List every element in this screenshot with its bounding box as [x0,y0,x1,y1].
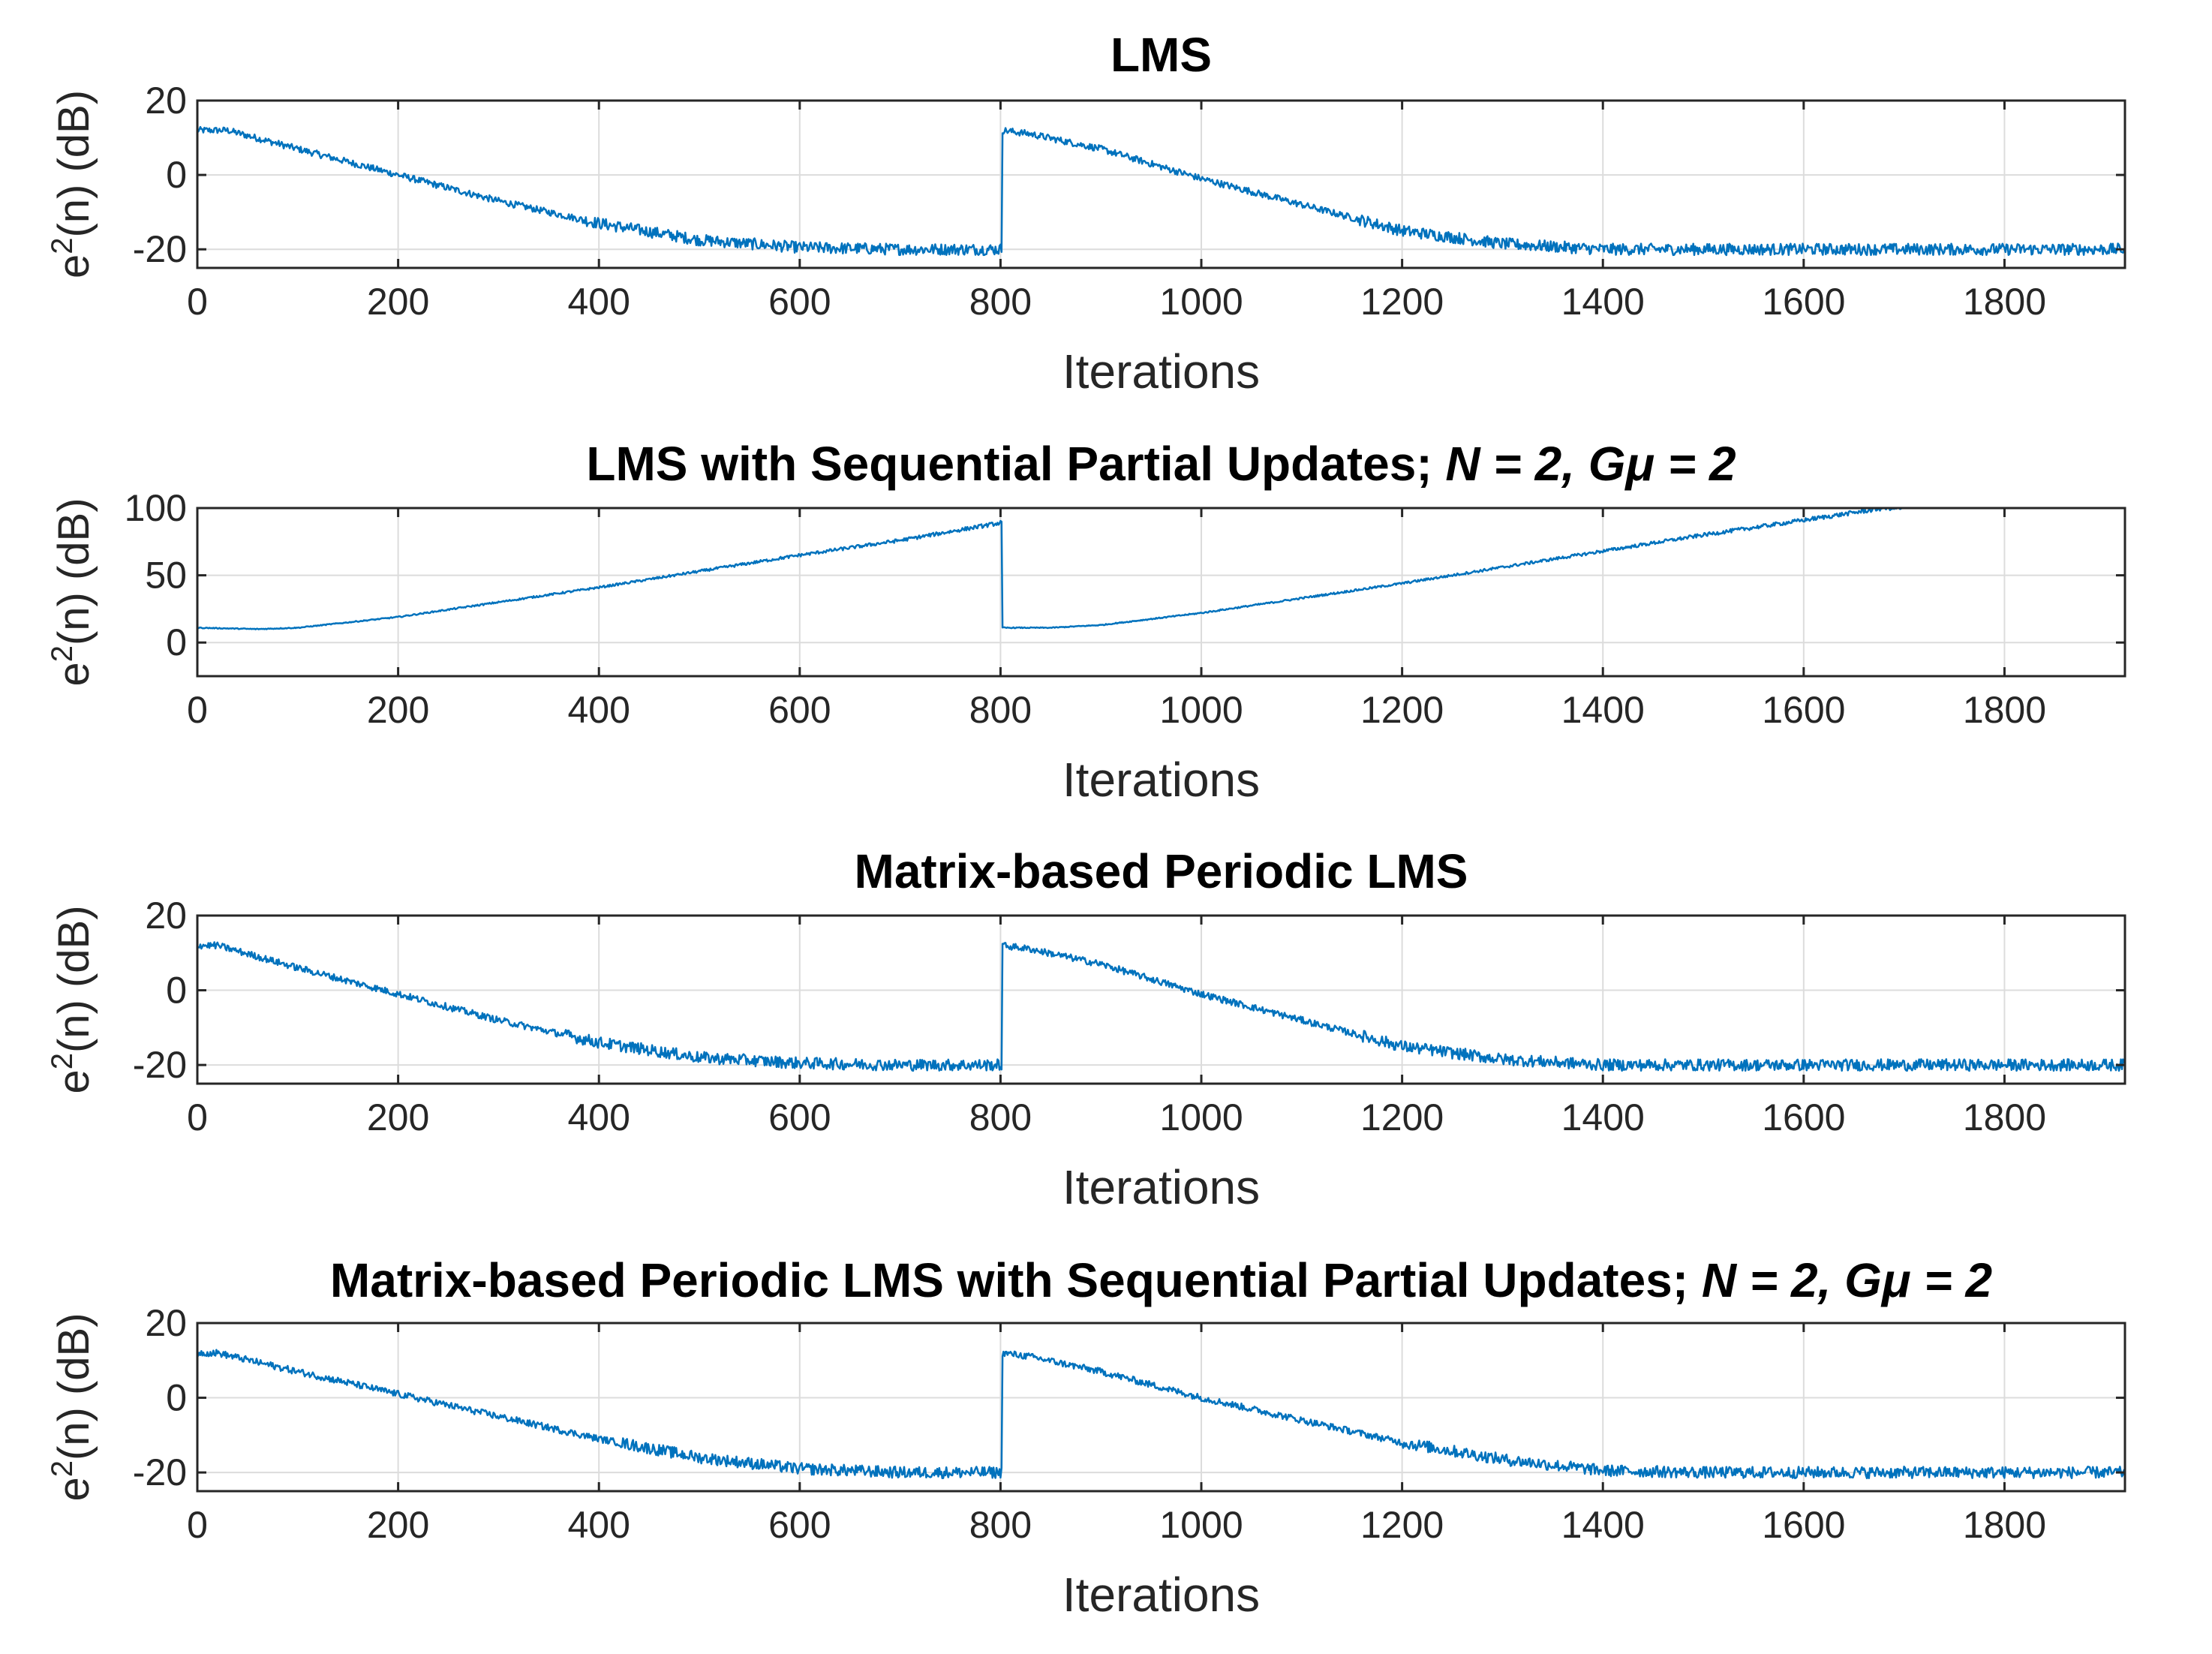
y-axis-label-base: e [50,1069,98,1093]
x-tick-label: 800 [969,1504,1032,1546]
y-tick-label: -20 [133,228,187,270]
x-tick-label: 400 [567,281,630,323]
subplot-3: 0 200 400 600 800 1000 1200 1400 1600 1800200-20M… [46,844,2126,1214]
y-tick-label: 100 [125,487,187,529]
y-tick-label: 20 [145,80,187,122]
x-tick-label: 600 [768,1504,831,1546]
y-axis-label-rest: (n) (dB) [50,498,98,645]
y-axis-label-rest: (n) (dB) [50,1313,98,1460]
chart-title: LMS [1111,28,1212,82]
subplot-2: 0 200 400 600 800 1000 1200 1400 1600 1800 100 50 0 L… [46,437,2126,807]
x-tick-label: 200 [367,1096,429,1138]
x-tick-label: 1600 [1762,1096,1845,1138]
y-tick-label: -20 [133,1451,187,1493]
x-tick-label: 1400 [1561,1504,1645,1546]
x-tick-label: 1800 [1963,1096,2046,1138]
x-tick-label: 1000 [1159,1504,1243,1546]
series-line-1 [197,1349,2125,1480]
y-axis-label-base: e [50,662,98,686]
x-tick-label: 0 [187,1096,208,1138]
series-line-1 [197,125,2125,257]
y-axis-label-rest: (n) (dB) [50,905,98,1053]
series-line-1 [197,508,1915,630]
y-axis-label-sup: 2 [46,1460,79,1477]
subplot-1: 0 200 400 600 800 1000 1200 1400 1600 1800200-20L… [46,28,2126,398]
x-tick-label: 0 [187,1504,208,1546]
x-tick-label: 0 [187,281,208,323]
y-axis-label: e2(n) (dB) [46,498,98,686]
x-tick-label: 400 [567,1504,630,1546]
axes-box [196,1322,2126,1493]
x-tick-label: 800 [969,281,1032,323]
x-tick-label: 1200 [1360,689,1444,731]
x-tick-label: 1400 [1561,689,1645,731]
x-axis-label: Iterations [1062,1568,1260,1622]
y-tick-label: 0 [166,621,187,663]
x-axis-label: Iterations [1062,1160,1260,1214]
x-axis-label: Iterations [1062,344,1260,398]
y-axis-label-rest: (n) (dB) [50,90,98,238]
x-tick-label: 800 [969,689,1032,731]
y-axis-label: e2(n) (dB) [46,905,98,1093]
x-tick-label: 1200 [1360,281,1444,323]
chart-title: Matrix-based Periodic LMS [855,844,1468,898]
subplot-4: 0 200 400 600 800 1000 1200 1400 1600 1800200-20M… [46,1253,2126,1622]
y-tick-label: 0 [166,970,187,1012]
chart-title-main: LMS [1111,28,1212,82]
axes-box [196,507,2126,678]
series-line-1 [197,941,2125,1072]
chart-title-params: N = 2, Gμ = 2 [1445,437,1736,491]
x-tick-label: 1600 [1762,689,1845,731]
x-tick-label: 1800 [1963,689,2046,731]
x-tick-label: 1600 [1762,281,1845,323]
x-tick-label: 1600 [1762,1504,1845,1546]
axes-box [196,914,2126,1085]
y-tick-label: 20 [145,1302,187,1344]
y-axis-label-sup: 2 [46,1053,79,1069]
x-tick-label: 800 [969,1096,1032,1138]
x-tick-label: 400 [567,689,630,731]
y-tick-label: 50 [145,555,187,597]
x-tick-label: 200 [367,1504,429,1546]
chart-title-params: N = 2, Gμ = 2 [1702,1253,1992,1307]
chart-title: LMS with Sequential Partial Updates; N =… [586,437,1736,491]
x-axis-label: Iterations [1062,753,1260,807]
y-axis-label: e2(n) (dB) [46,90,98,278]
y-axis-label-sup: 2 [46,645,79,662]
y-tick-label: 0 [166,1377,187,1419]
x-tick-label: 1000 [1159,1096,1243,1138]
y-axis-label-base: e [50,1477,98,1501]
y-tick-label: -20 [133,1044,187,1086]
x-tick-label: 1400 [1561,281,1645,323]
x-tick-label: 600 [768,1096,831,1138]
y-axis-label-sup: 2 [46,238,79,254]
x-tick-label: 1800 [1963,1504,2046,1546]
x-tick-label: 600 [768,281,831,323]
y-axis-label: e2(n) (dB) [46,1313,98,1501]
chart-title: Matrix-based Periodic LMS with Sequentia… [330,1253,1992,1307]
x-tick-label: 1800 [1963,281,2046,323]
x-tick-label: 200 [367,281,429,323]
x-tick-label: 600 [768,689,831,731]
x-tick-label: 0 [187,689,208,731]
chart-title-main: LMS with Sequential Partial Updates; [586,437,1445,491]
y-tick-label: 0 [166,154,187,196]
x-tick-label: 200 [367,689,429,731]
x-tick-label: 1200 [1360,1504,1444,1546]
x-tick-label: 1000 [1159,689,1243,731]
y-tick-label: 20 [145,895,187,937]
x-tick-label: 400 [567,1096,630,1138]
y-axis-label-base: e [50,254,98,278]
chart-title-main: Matrix-based Periodic LMS with Sequentia… [330,1253,1702,1307]
x-tick-label: 1000 [1159,281,1243,323]
x-tick-label: 1400 [1561,1096,1645,1138]
chart-title-main: Matrix-based Periodic LMS [855,844,1468,898]
axes-box [196,99,2126,269]
x-tick-label: 1200 [1360,1096,1444,1138]
